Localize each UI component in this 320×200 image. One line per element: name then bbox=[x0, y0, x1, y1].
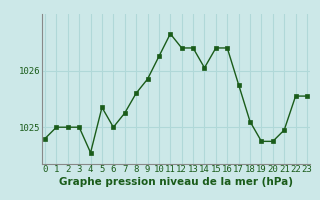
X-axis label: Graphe pression niveau de la mer (hPa): Graphe pression niveau de la mer (hPa) bbox=[59, 177, 293, 187]
